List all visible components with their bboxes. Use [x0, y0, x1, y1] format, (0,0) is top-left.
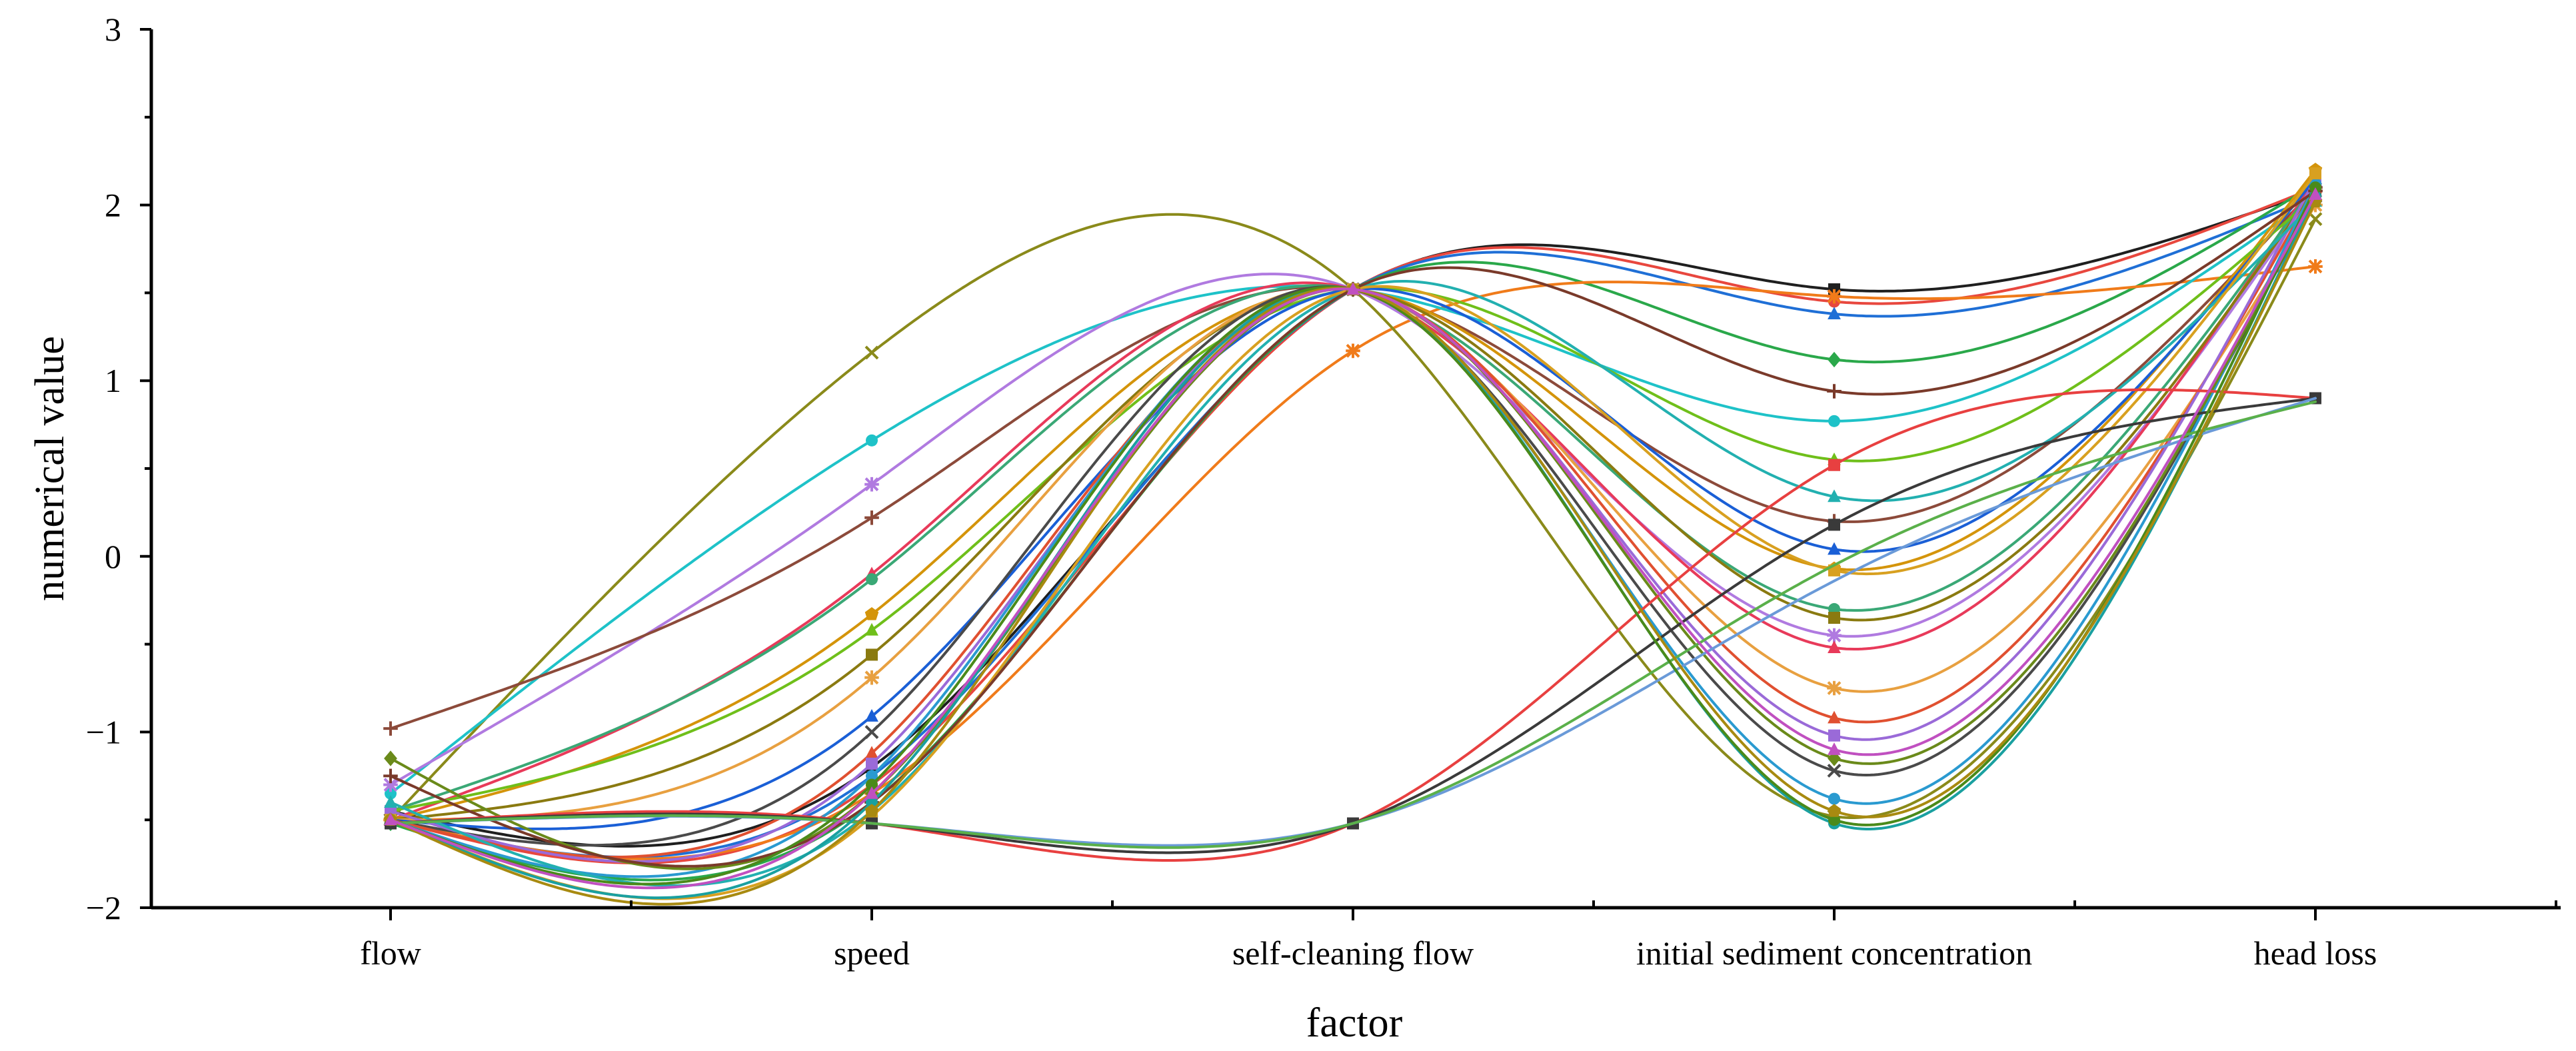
data-point	[2308, 212, 2323, 227]
data-point	[866, 770, 878, 782]
y-tick-label: 3	[105, 11, 121, 48]
data-point	[384, 795, 397, 808]
series-s10	[384, 171, 2322, 826]
series-s06	[383, 212, 2323, 827]
y-tick-label: 2	[105, 187, 121, 224]
series-line	[389, 195, 2317, 900]
data-point	[383, 768, 398, 784]
x-axis-title: factor	[1306, 1000, 1403, 1046]
data-point	[1828, 542, 1841, 555]
data-point	[1828, 415, 1840, 427]
axes-layer	[149, 29, 2561, 910]
data-point	[385, 787, 397, 800]
data-point	[1828, 792, 1840, 805]
data-point	[866, 757, 878, 770]
series-s16	[384, 171, 2322, 830]
y-tick-label: −2	[86, 889, 121, 926]
data-point	[864, 477, 879, 492]
series-line	[389, 186, 2317, 730]
data-point	[1828, 459, 1840, 471]
x-tick-label: flow	[360, 934, 421, 972]
data-point	[866, 573, 878, 586]
data-point	[1827, 384, 1842, 399]
y-tick-label: −1	[86, 713, 121, 750]
data-point	[1346, 343, 1360, 359]
series-line	[389, 397, 2317, 847]
data-point	[865, 746, 878, 759]
series-s09	[383, 180, 2323, 736]
x-tick-label: speed	[834, 934, 910, 972]
series-s11	[385, 177, 2321, 818]
data-point	[864, 804, 879, 817]
data-point	[865, 786, 878, 799]
data-point	[1828, 729, 1840, 742]
series-s32	[384, 187, 2322, 890]
data-point	[1828, 640, 1841, 653]
data-point	[1827, 289, 1842, 304]
data-point	[384, 750, 397, 766]
x-tick-label: self-cleaning flow	[1232, 934, 1474, 972]
data-point	[1828, 351, 1841, 368]
series-line	[389, 397, 2317, 854]
series-s27	[389, 397, 2317, 847]
data-point	[864, 345, 879, 360]
data-point	[865, 622, 878, 636]
data-point	[384, 812, 397, 826]
data-point	[1827, 628, 1842, 643]
data-point	[864, 511, 879, 525]
data-point	[864, 670, 879, 685]
x-tick-label: initial sediment concentration	[1636, 934, 2032, 972]
data-point	[1828, 307, 1841, 320]
data-point	[383, 721, 398, 736]
y-tick-label: 0	[105, 538, 121, 575]
data-point	[1828, 742, 1841, 755]
x-tick-label: head loss	[2254, 934, 2377, 972]
series-s28	[389, 400, 2317, 849]
data-point	[2308, 259, 2323, 274]
ticks-layer: −2 −1 0 1 2 3 flow speed self-cleaning flow initi…	[86, 11, 2557, 972]
data-point	[1827, 680, 1842, 696]
series-line	[389, 388, 2317, 862]
data-point	[1827, 804, 1842, 817]
series-layer	[383, 163, 2323, 906]
data-point	[2309, 187, 2322, 200]
series-line	[389, 400, 2317, 849]
data-point	[1346, 282, 1360, 295]
y-tick-label: 1	[105, 362, 121, 399]
data-point	[1828, 710, 1841, 724]
data-point	[866, 778, 878, 791]
data-point	[866, 648, 878, 661]
data-point	[864, 724, 879, 739]
data-point	[1828, 489, 1841, 503]
data-point	[1827, 763, 1842, 778]
data-point	[864, 606, 879, 620]
y-axis-title: numerical value	[27, 336, 73, 601]
data-point	[1828, 612, 1840, 624]
data-point	[383, 777, 398, 792]
data-point	[2309, 167, 2321, 180]
data-point	[866, 796, 878, 808]
data-point	[1828, 519, 1840, 531]
data-point	[866, 434, 878, 447]
data-point	[865, 708, 878, 722]
